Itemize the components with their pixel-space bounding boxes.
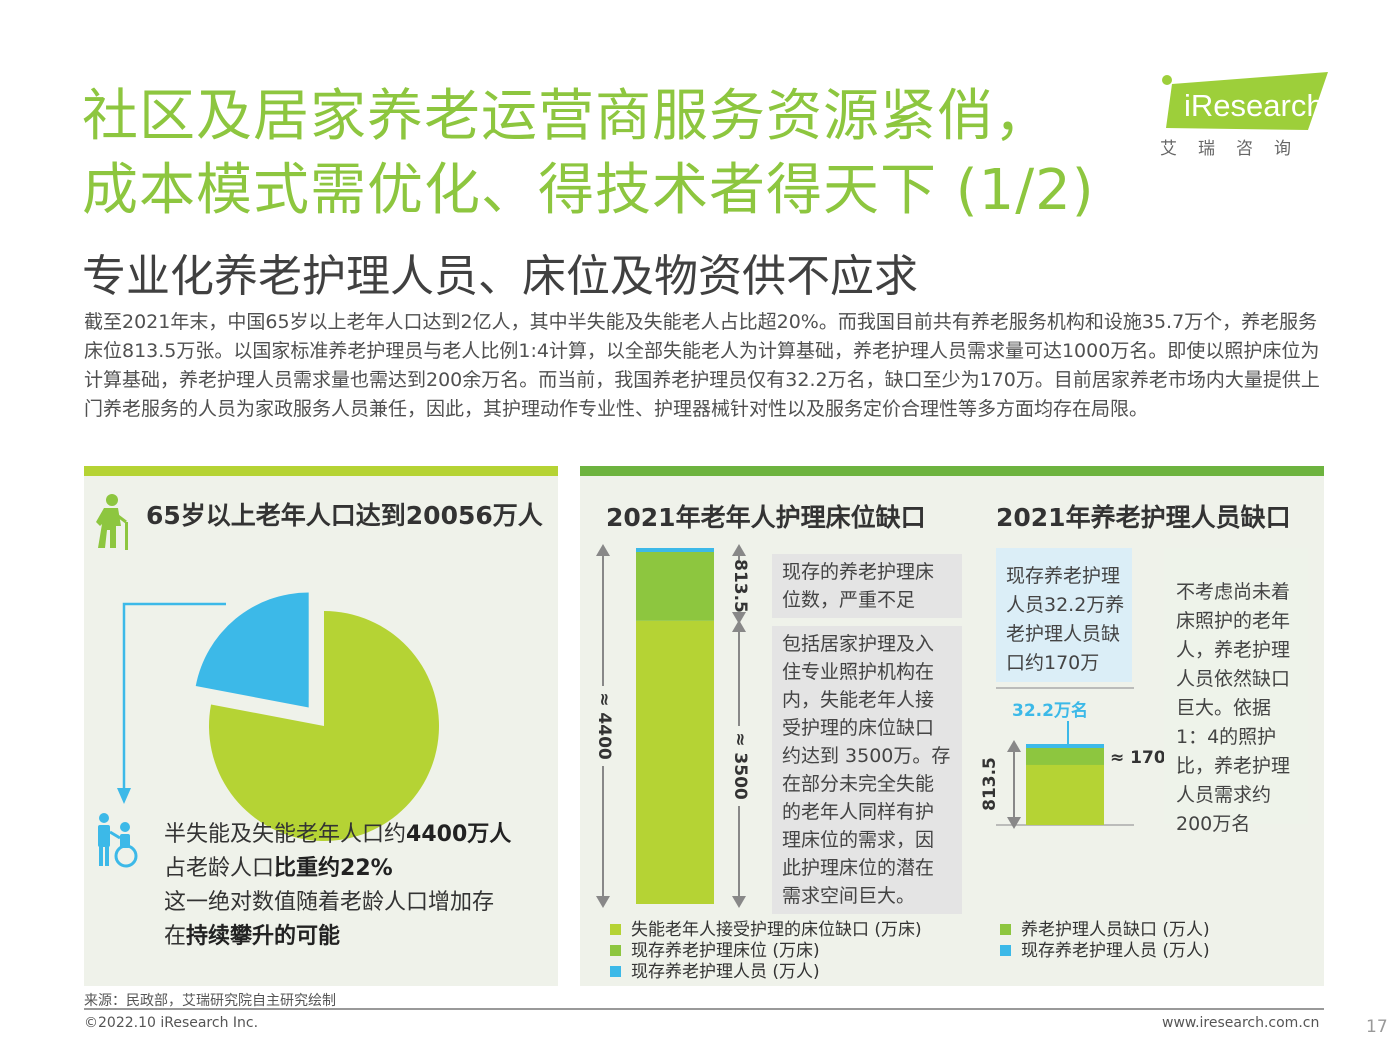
pie-slice-disabled-elderly (195, 592, 309, 708)
beds-stacked-bar-chart: ≈ 4400 813.5 ≈ 3500 (594, 544, 750, 908)
svg-text:iResearch: iResearch (1184, 88, 1324, 123)
copyright: ©2022.10 iResearch Inc. (84, 1015, 259, 1031)
iresearch-logo: iResearch (1162, 72, 1328, 130)
text-line4b: 持续攀升的可能 (186, 924, 341, 949)
text-line4a: 在 (164, 924, 187, 949)
source-note: 来源：民政部，艾瑞研究院自主研究绘制 (84, 993, 336, 1009)
staff-stacked-bar-chart: 32.2万名 813.5 ≈ 170 (980, 687, 1166, 829)
beds-bar-segment-2 (636, 548, 714, 552)
staff-heading: 2021年养老护理人员缺口 (996, 503, 1291, 532)
beds-note-gap: 包括居家护理及入住专业照护机构在内，失能老年人接受护理的床位缺口约达到 3500… (772, 626, 962, 914)
pie-slice-other-elderly (209, 611, 439, 841)
page-subtitle: 专业化养老护理人员、床位及物资供不应求 (82, 251, 918, 302)
beds-note-existing: 现存的养老护理床位数，严重不足 (772, 554, 962, 618)
text-line1a: 半失能及失能老年人口约 (164, 822, 407, 847)
label-3500: ≈ 3500 (730, 732, 750, 800)
intro-paragraph: 截至2021年末，中国65岁以上老年人口达到2亿人，其中半失能及失能老人占比超2… (84, 311, 1320, 420)
staff-bar-gap (1026, 748, 1104, 765)
staff-bar-existing (1026, 744, 1104, 748)
staff-note-gap: 不考虑尚未着床照护的老年人，养老护理人员依然缺口巨大。依据1：4的照护比，养老护… (1164, 548, 1308, 835)
population-pie-chart (117, 592, 439, 841)
section-divider-left (84, 466, 558, 476)
disabled-elderly-icon (98, 813, 138, 868)
elderly-person-icon (96, 494, 128, 550)
page-title-line1: 社区及居家养老运营商服务资源紧俏， (82, 84, 1051, 149)
staff-legend: 养老护理人员缺口 (万人) 现存养老护理人员 (万人) (1000, 920, 1210, 962)
legend-item-staff-gap: 养老护理人员缺口 (万人) (1000, 920, 1210, 941)
gap-charts-panel: 2021年老年人护理床位缺口 2021年养老护理人员缺口 ≈ 4400 813.… (580, 476, 1324, 986)
text-line3: 这一绝对数值随着老龄人口增加存 (164, 890, 495, 915)
text-line1b: 4400万人 (406, 822, 512, 847)
legend-item-existing-staff: 现存养老护理人员 (万人) (610, 962, 922, 983)
legend-item-bed-gap: 失能老年人接受护理的床位缺口 (万床) (610, 920, 922, 941)
elderly-heading: 65岁以上老年人口达到20056万人 (146, 501, 543, 530)
beds-legend: 失能老年人接受护理的床位缺口 (万床) 现存养老护理床位 (万床) 现存养老护理… (610, 920, 922, 983)
beds-bar-segment-0 (636, 620, 714, 904)
footer-divider (84, 1008, 1324, 1010)
page-number: 17 (1366, 1017, 1388, 1037)
text-line2b: 比重约22% (274, 856, 393, 881)
section-divider-right (580, 466, 1324, 476)
label-170: ≈ 170 (1110, 748, 1166, 768)
beds-heading: 2021年老年人护理床位缺口 (606, 503, 926, 532)
label-813-5: 813.5 (730, 559, 750, 613)
arrow-head (117, 788, 131, 804)
text-line2a: 占老龄人口 (164, 856, 275, 881)
label-813-5-staff: 813.5 (980, 757, 1000, 811)
website-url: www.iresearch.com.cn (1162, 1015, 1320, 1031)
logo-chinese: 艾瑞咨询 (1160, 139, 1312, 159)
legend-item-existing-beds: 现存养老护理床位 (万床) (610, 941, 922, 962)
disabled-elderly-text: 半失能及失能老年人口约4400万人 占老龄人口比重约22% 这一绝对数值随着老龄… (164, 818, 511, 954)
legend-item-staff-existing: 现存养老护理人员 (万人) (1000, 941, 1210, 962)
page-title-line2: 成本模式需优化、得技术者得天下 (1/2) (82, 158, 1095, 223)
beds-bar-segment-1 (636, 552, 714, 621)
arrow-line (122, 602, 226, 790)
elderly-population-panel: 65岁以上老年人口达到20056万人 半失能及失能老年人口约4400万人 占老龄… (84, 476, 558, 986)
label-32-2: 32.2万名 (1012, 700, 1088, 721)
label-4400: ≈ 4400 (594, 692, 614, 760)
staff-note-existing: 现存养老护理人员32.2万养老护理人员缺口约170万 (996, 548, 1132, 682)
